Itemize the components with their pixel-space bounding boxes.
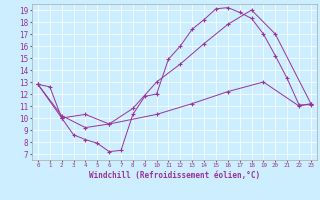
X-axis label: Windchill (Refroidissement éolien,°C): Windchill (Refroidissement éolien,°C) xyxy=(89,171,260,180)
